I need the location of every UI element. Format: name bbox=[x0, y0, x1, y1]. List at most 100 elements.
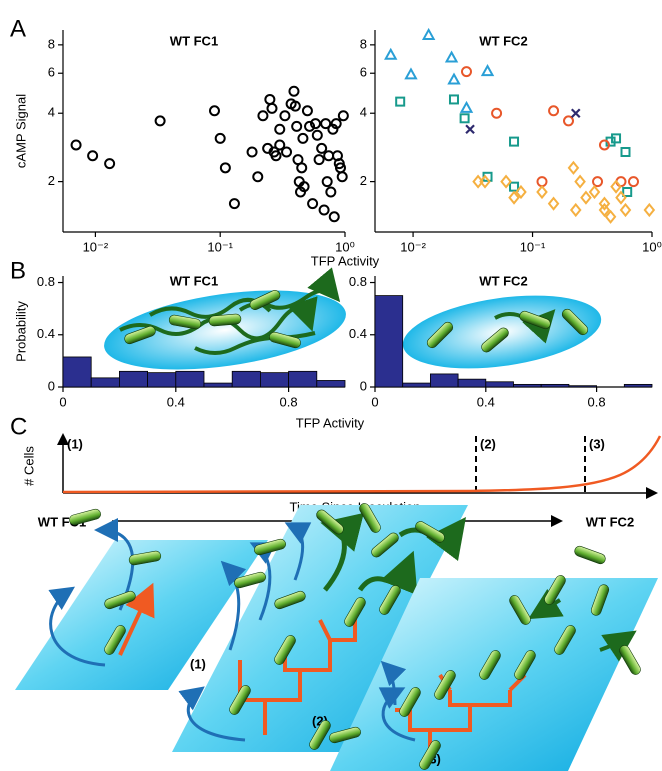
bar bbox=[203, 382, 233, 388]
point bbox=[627, 176, 639, 188]
point bbox=[567, 160, 580, 175]
point bbox=[404, 67, 418, 80]
x-tick-label: 0 bbox=[371, 394, 378, 409]
x-tick-label: 0.8 bbox=[280, 394, 298, 409]
panel-letter: C bbox=[10, 413, 27, 440]
bacterium bbox=[316, 509, 344, 535]
point bbox=[208, 105, 220, 117]
bacterium bbox=[234, 571, 266, 589]
bacterium bbox=[509, 595, 531, 625]
point bbox=[289, 100, 301, 112]
x-tick-label: 10⁻² bbox=[83, 239, 109, 254]
y-tick-label: 0 bbox=[360, 378, 367, 393]
point bbox=[574, 174, 586, 189]
bacterium bbox=[619, 645, 641, 675]
diagram-label: (1) bbox=[190, 656, 206, 671]
point bbox=[448, 94, 459, 105]
bacterium bbox=[574, 545, 606, 565]
bacterium bbox=[514, 650, 536, 680]
point bbox=[87, 150, 99, 162]
bacterium bbox=[554, 625, 576, 655]
x-tick-label: 0.4 bbox=[167, 394, 185, 409]
y-tick-label: 6 bbox=[48, 65, 55, 80]
bacterium bbox=[399, 687, 421, 717]
bar bbox=[259, 372, 289, 388]
bacterium bbox=[274, 590, 306, 610]
x-tick-label: 10⁻¹ bbox=[207, 239, 233, 254]
point bbox=[246, 146, 258, 158]
y-tick-label: 0.4 bbox=[349, 326, 367, 341]
bar bbox=[513, 383, 542, 388]
point bbox=[615, 190, 627, 205]
bacterium bbox=[419, 740, 441, 770]
x-tick-label: 10⁰ bbox=[642, 239, 662, 254]
point bbox=[508, 190, 520, 205]
point bbox=[291, 120, 303, 132]
stage-label: (3) bbox=[589, 436, 605, 451]
bacterium bbox=[168, 314, 202, 330]
point bbox=[320, 118, 332, 130]
y-tick-label: 8 bbox=[360, 36, 367, 51]
x-tick-label: 10⁻¹ bbox=[520, 239, 546, 254]
point bbox=[459, 100, 474, 113]
bar bbox=[62, 356, 92, 388]
point bbox=[465, 124, 475, 135]
point bbox=[270, 150, 282, 162]
point bbox=[395, 96, 406, 107]
stage-label: (2) bbox=[480, 436, 496, 451]
bacterium bbox=[344, 597, 366, 627]
bacterium bbox=[249, 290, 281, 310]
point bbox=[610, 179, 622, 194]
point bbox=[509, 136, 520, 147]
point bbox=[569, 202, 582, 218]
point bbox=[214, 132, 226, 144]
point bbox=[604, 209, 617, 224]
bar bbox=[374, 295, 404, 388]
y-tick-label: 0.4 bbox=[37, 326, 55, 341]
x-tick-label: 10⁻² bbox=[400, 239, 426, 254]
point bbox=[619, 202, 632, 218]
x-tick-label: 0.8 bbox=[588, 394, 606, 409]
point bbox=[536, 184, 548, 200]
point bbox=[316, 142, 328, 154]
chart-title: WT FC2 bbox=[479, 33, 527, 48]
bacterium bbox=[359, 503, 381, 533]
y-tick-label: 8 bbox=[48, 36, 55, 51]
point bbox=[547, 196, 560, 211]
panel-letter: A bbox=[10, 15, 26, 42]
bacterium bbox=[434, 670, 456, 700]
point bbox=[480, 64, 495, 77]
point bbox=[288, 85, 300, 97]
y-tick-label: 2 bbox=[360, 173, 367, 188]
point bbox=[460, 66, 472, 78]
bacterium bbox=[309, 720, 331, 750]
point bbox=[337, 110, 349, 122]
point bbox=[479, 174, 491, 189]
point bbox=[570, 108, 581, 119]
bacterium bbox=[104, 590, 136, 610]
x-axis-title: TFP Activity bbox=[296, 415, 365, 430]
point bbox=[330, 118, 342, 130]
surface-diagram bbox=[15, 518, 268, 690]
point bbox=[336, 171, 348, 183]
bar bbox=[429, 373, 459, 388]
bar bbox=[568, 385, 598, 388]
bar bbox=[147, 372, 177, 388]
point bbox=[509, 181, 520, 192]
point bbox=[311, 129, 323, 141]
bacterium bbox=[590, 584, 610, 616]
point bbox=[444, 50, 459, 63]
y-tick-label: 0.8 bbox=[37, 274, 55, 289]
x-tick-label: 0 bbox=[59, 394, 66, 409]
point bbox=[384, 47, 398, 60]
point bbox=[219, 162, 231, 174]
point bbox=[536, 176, 548, 188]
point bbox=[588, 184, 601, 200]
point bbox=[301, 105, 313, 117]
point bbox=[491, 107, 503, 119]
axis-title: # Cells bbox=[21, 446, 36, 486]
y-tick-label: 0.8 bbox=[349, 274, 367, 289]
bacterium bbox=[269, 331, 301, 349]
point bbox=[304, 120, 316, 132]
